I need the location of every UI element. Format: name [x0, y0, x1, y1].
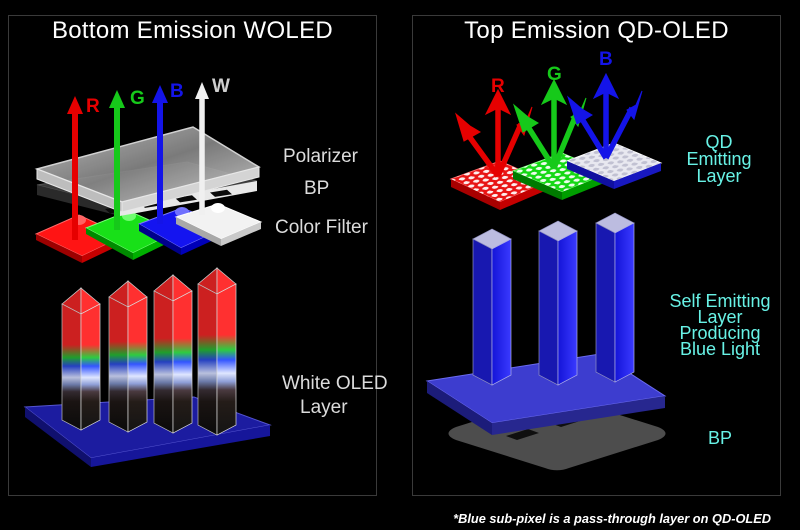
svg-text:White OLED: White OLED	[282, 373, 388, 394]
svg-text:G: G	[547, 64, 562, 85]
svg-text:B: B	[170, 81, 184, 102]
svg-text:R: R	[86, 96, 100, 117]
svg-text:Polarizer: Polarizer	[283, 146, 359, 167]
svg-text:Color Filter: Color Filter	[275, 217, 369, 238]
svg-text:BP: BP	[708, 428, 732, 448]
svg-text:Layer: Layer	[300, 397, 348, 418]
svg-text:BP: BP	[304, 178, 329, 199]
svg-text:Layer: Layer	[696, 166, 741, 186]
svg-text:B: B	[599, 49, 613, 70]
svg-text:R: R	[491, 76, 505, 97]
svg-text:Blue Light: Blue Light	[680, 339, 760, 359]
svg-text:G: G	[130, 88, 145, 109]
svg-text:W: W	[212, 76, 230, 97]
